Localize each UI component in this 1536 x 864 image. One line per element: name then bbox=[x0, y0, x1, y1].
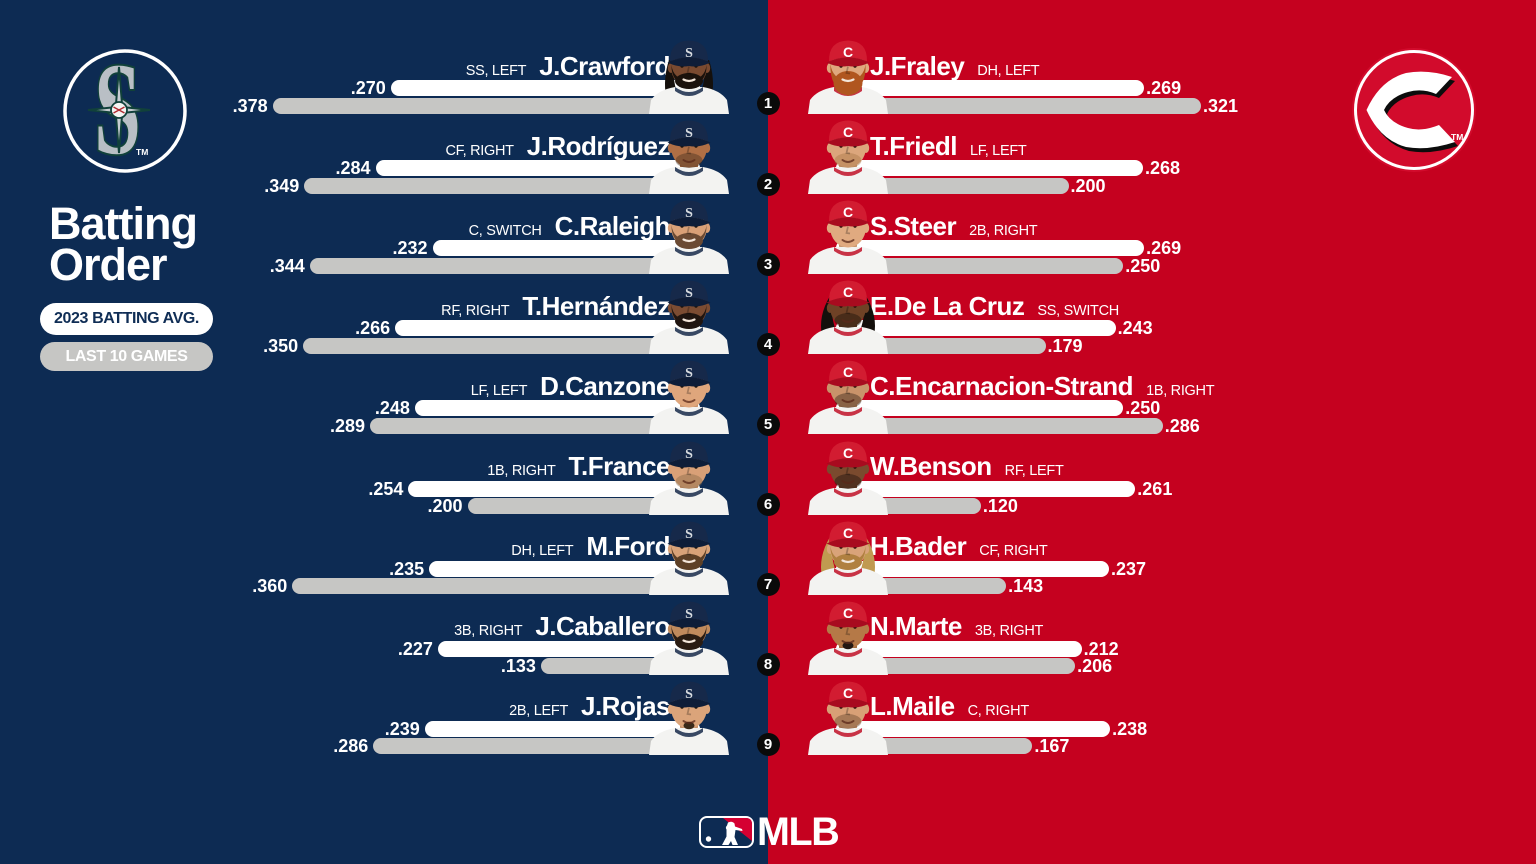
svg-text:S: S bbox=[685, 607, 693, 622]
svg-text:C: C bbox=[843, 124, 853, 140]
svg-text:C: C bbox=[843, 204, 853, 220]
svg-text:TM: TM bbox=[136, 147, 148, 157]
svg-text:S: S bbox=[94, 49, 141, 173]
svg-text:S: S bbox=[685, 366, 693, 381]
svg-text:S: S bbox=[685, 46, 693, 61]
svg-text:C: C bbox=[843, 685, 853, 701]
svg-text:C: C bbox=[843, 525, 853, 541]
svg-text:S: S bbox=[685, 206, 693, 221]
svg-text:TM: TM bbox=[1451, 132, 1463, 142]
svg-text:C: C bbox=[843, 605, 853, 621]
svg-text:S: S bbox=[685, 527, 693, 542]
svg-text:S: S bbox=[685, 687, 693, 702]
svg-text:C: C bbox=[843, 44, 853, 60]
svg-text:C: C bbox=[843, 364, 853, 380]
svg-text:C: C bbox=[843, 284, 853, 300]
svg-text:S: S bbox=[685, 286, 693, 301]
svg-text:S: S bbox=[685, 447, 693, 462]
svg-text:C: C bbox=[843, 445, 853, 461]
svg-text:S: S bbox=[685, 126, 693, 141]
